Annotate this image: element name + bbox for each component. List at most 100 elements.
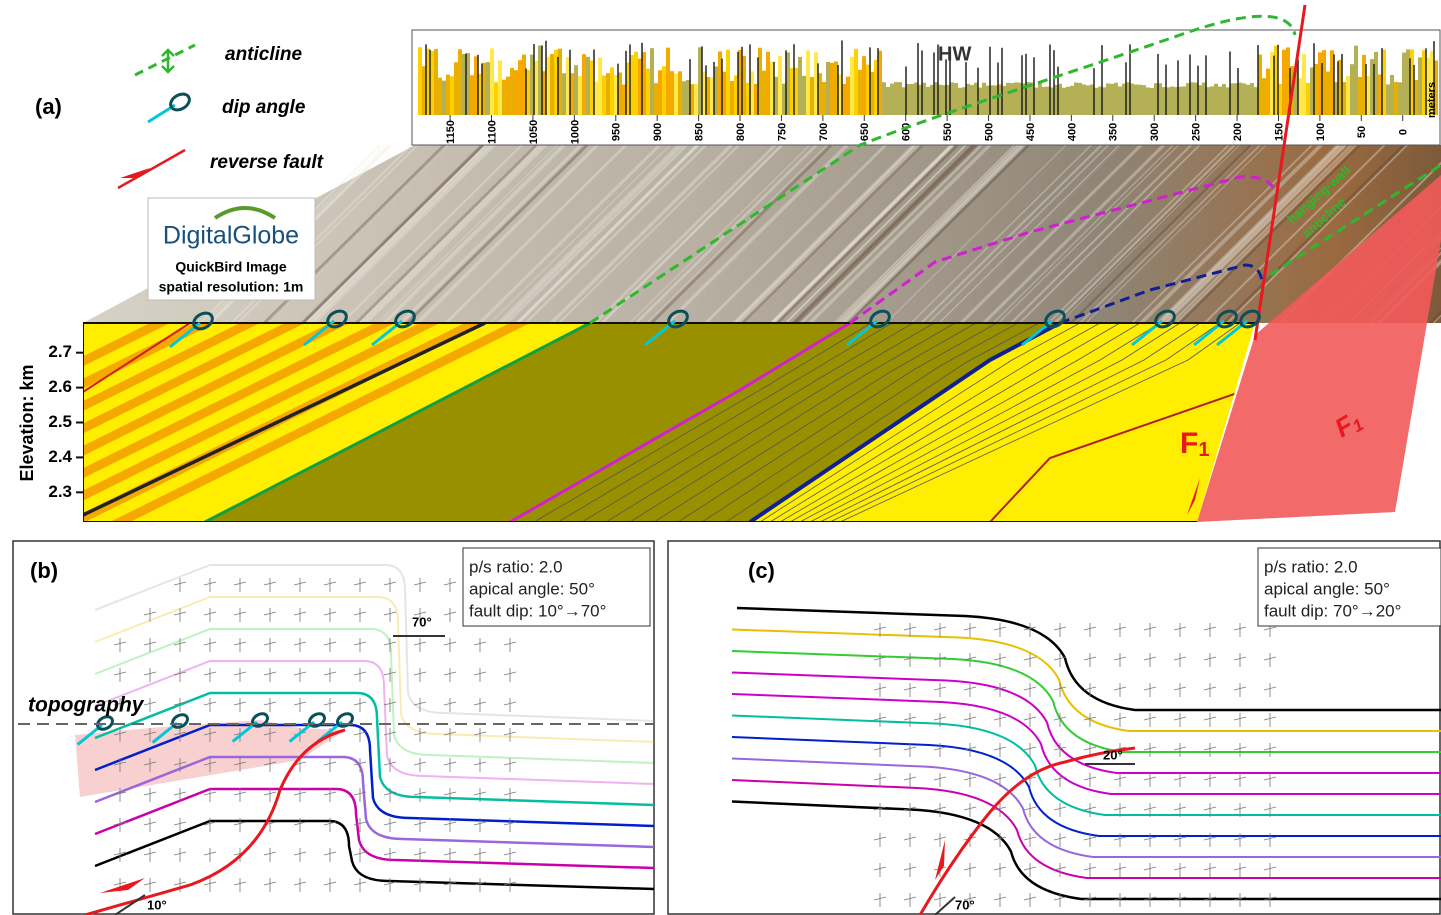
legend-reverse-fault: reverse fault: [210, 152, 324, 173]
strip-bar: [1062, 88, 1066, 115]
strip-bar: [810, 77, 814, 115]
strip-bar: [1326, 72, 1330, 115]
y-tick-label: 2.5: [48, 412, 72, 431]
info-text: p/s ratio: 2.0: [1264, 557, 1358, 576]
panel-label: (c): [748, 558, 775, 583]
logo-line: spatial resolution: 1m: [159, 279, 304, 295]
y-tick-label: 2.7: [48, 342, 72, 361]
strip-bar: [1306, 83, 1310, 115]
strip-bar: [470, 75, 474, 115]
strip-bar: [730, 81, 734, 115]
info-text: p/s ratio: 2.0: [469, 557, 563, 576]
strip-bar: [886, 87, 890, 115]
strip-bar: [650, 48, 654, 115]
x-tick-label: 1050: [528, 120, 540, 144]
strip-bar: [682, 81, 686, 115]
legend-dip-angle: dip angle: [222, 97, 306, 118]
logo-brand: DigitalGlobe: [163, 222, 299, 250]
x-tick-label: 300: [1149, 123, 1161, 141]
strip-bar: [1266, 69, 1270, 115]
strip-bar: [778, 56, 782, 115]
strip-bar: [1246, 85, 1250, 115]
strip-bar: [1150, 88, 1154, 115]
panel-label: (a): [35, 94, 62, 119]
x-tick-label: 400: [1066, 123, 1078, 141]
strip-bar: [1346, 76, 1350, 115]
strip-bar: [662, 66, 666, 115]
strip-bar: [582, 54, 586, 115]
strip-bar: [1066, 87, 1070, 115]
strip-bar: [550, 54, 554, 115]
strip-bar: [1222, 84, 1226, 115]
x-tick-label: 350: [1108, 123, 1120, 141]
x-tick-label: 200: [1232, 123, 1244, 141]
strip-bar: [1394, 82, 1398, 115]
strip-bar: [634, 52, 638, 115]
strip-bar: [1210, 86, 1214, 115]
strip-bar: [1170, 87, 1174, 115]
x-tick-label: 500: [983, 123, 995, 141]
strip-bar: [1390, 75, 1394, 115]
strip-bar: [970, 85, 974, 115]
strip-bar: [674, 74, 678, 115]
strip-bar: [606, 73, 610, 115]
angle-label: 70°: [955, 897, 975, 912]
strip-bar: [1042, 87, 1046, 115]
legend-fault-symbol: [118, 150, 185, 188]
strip-bar: [418, 47, 422, 115]
y-axis: 2.32.42.52.62.7: [48, 342, 83, 501]
strip-bar: [602, 75, 606, 115]
y-axis-label: Elevation: km: [17, 364, 37, 481]
strip-bar: [454, 62, 458, 115]
strip-bar: [1146, 87, 1150, 115]
page: anticline dip angle reverse fault (a) 11…: [0, 0, 1441, 915]
strip-bar: [890, 84, 894, 115]
strip-bar: [762, 71, 766, 115]
strip-bar: [766, 52, 770, 115]
strip-bar: [1006, 83, 1010, 115]
strip-bar: [498, 60, 502, 115]
x-tick-label: 900: [652, 123, 664, 141]
fault-letter: F: [1180, 427, 1198, 460]
strip-bar: [1242, 83, 1246, 115]
strip-bar: [862, 56, 866, 115]
strip-bar: [802, 76, 806, 115]
y-tick-label: 2.6: [48, 377, 72, 396]
strip-bar: [1106, 83, 1110, 115]
strip-bar: [598, 58, 602, 115]
strip-bar: [894, 82, 898, 115]
strip-bar: [1302, 54, 1306, 115]
legend-anticline: anticline: [225, 44, 303, 65]
strip-bar: [670, 71, 674, 115]
x-tick-label: 0: [1398, 129, 1410, 135]
info-text: apical angle: 50°: [469, 579, 595, 598]
x-tick-label: 50: [1356, 126, 1368, 138]
strip-bar: [578, 76, 582, 115]
x-tick-label: 450: [1025, 123, 1037, 141]
strip-bar: [666, 48, 670, 115]
strip-bar: [1038, 83, 1042, 115]
strip-bar: [486, 62, 490, 115]
strip-bar: [1358, 77, 1362, 115]
strip-bar: [1214, 84, 1218, 115]
info-text: fault dip: 70°→20°: [1264, 601, 1401, 620]
legend-dip-symbol: [148, 91, 192, 122]
topography-label: topography: [28, 694, 145, 717]
angle-label: 70°: [412, 614, 432, 629]
x-tick-label: 100: [1315, 123, 1327, 141]
strip-bar: [1218, 87, 1222, 115]
strip-bar: [798, 57, 802, 115]
strip-bar: [850, 57, 854, 115]
x-tick-label: 650: [859, 123, 871, 141]
strip-bar: [826, 62, 830, 115]
cross-section: [0, 323, 1263, 523]
x-tick-label: 250: [1191, 123, 1203, 141]
strip-bar: [502, 80, 506, 115]
panel-label: (b): [30, 558, 58, 583]
info-text: fault dip: 10°→70°: [469, 601, 606, 620]
x-tick-label: 1150: [445, 120, 457, 144]
x-tick-label: 750: [776, 123, 788, 141]
strip-bar: [846, 77, 850, 115]
strip-bar: [654, 83, 658, 115]
y-tick-label: 2.3: [48, 482, 72, 501]
